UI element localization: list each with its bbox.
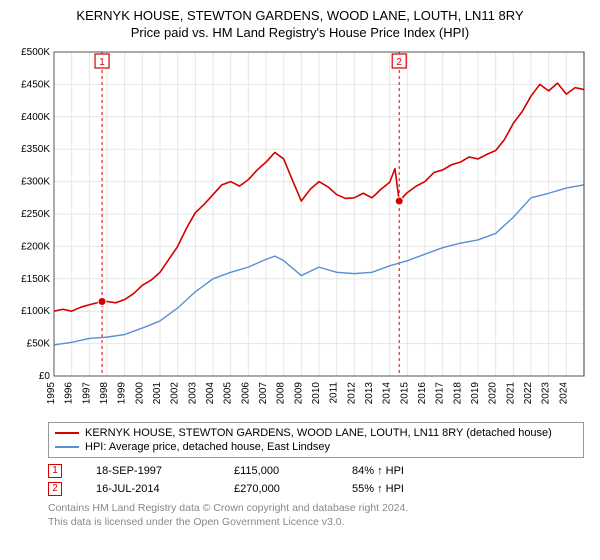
svg-text:2003: 2003 <box>187 381 198 404</box>
svg-text:2010: 2010 <box>311 381 322 404</box>
transaction-marker: 1 <box>48 464 62 478</box>
svg-text:2007: 2007 <box>258 381 269 404</box>
svg-text:2006: 2006 <box>240 381 251 404</box>
svg-text:2012: 2012 <box>346 381 357 404</box>
svg-text:£150K: £150K <box>21 274 50 285</box>
svg-text:£50K: £50K <box>27 338 51 349</box>
transaction-marker: 2 <box>48 482 62 496</box>
svg-text:£500K: £500K <box>21 47 50 58</box>
svg-text:2004: 2004 <box>205 381 216 404</box>
svg-text:2021: 2021 <box>505 381 516 404</box>
svg-text:1995: 1995 <box>46 381 57 404</box>
svg-text:2024: 2024 <box>558 381 569 404</box>
svg-text:2022: 2022 <box>523 381 534 404</box>
svg-text:£0: £0 <box>39 371 51 382</box>
transaction-price: £270,000 <box>234 483 324 495</box>
svg-text:2000: 2000 <box>134 381 145 404</box>
svg-text:£250K: £250K <box>21 209 50 220</box>
svg-text:1996: 1996 <box>64 381 75 404</box>
line-chart-svg: £0 £50K £100K £150K £200K £250K £300K £350K £400… <box>10 46 590 418</box>
transaction-date: 16-JUL-2014 <box>96 483 206 495</box>
svg-text:2023: 2023 <box>541 381 552 404</box>
svg-text:£450K: £450K <box>21 79 50 90</box>
chart-title-line1: KERNYK HOUSE, STEWTON GARDENS, WOOD LANE… <box>10 8 590 25</box>
legend-item: HPI: Average price, detached house, East… <box>55 440 577 454</box>
svg-text:1998: 1998 <box>99 381 110 404</box>
transaction-date: 18-SEP-1997 <box>96 465 206 477</box>
svg-text:2002: 2002 <box>170 381 181 404</box>
transaction-row: 2 16-JUL-2014 £270,000 55% ↑ HPI <box>48 480 590 498</box>
svg-text:1: 1 <box>99 57 105 68</box>
svg-text:2005: 2005 <box>223 381 234 404</box>
svg-text:2017: 2017 <box>435 381 446 404</box>
svg-text:2018: 2018 <box>452 381 463 404</box>
svg-text:£350K: £350K <box>21 144 50 155</box>
legend-swatch <box>55 446 79 448</box>
svg-text:2013: 2013 <box>364 381 375 404</box>
transaction-price: £115,000 <box>234 465 324 477</box>
svg-text:2015: 2015 <box>399 381 410 404</box>
legend: KERNYK HOUSE, STEWTON GARDENS, WOOD LANE… <box>48 422 584 458</box>
legend-label: HPI: Average price, detached house, East… <box>85 441 330 453</box>
svg-text:2016: 2016 <box>417 381 428 404</box>
svg-text:2011: 2011 <box>329 381 340 403</box>
legend-label: KERNYK HOUSE, STEWTON GARDENS, WOOD LANE… <box>85 427 552 439</box>
svg-text:2019: 2019 <box>470 381 481 404</box>
svg-text:2001: 2001 <box>152 381 163 404</box>
legend-item: KERNYK HOUSE, STEWTON GARDENS, WOOD LANE… <box>55 426 577 440</box>
svg-text:£200K: £200K <box>21 241 50 252</box>
svg-text:2: 2 <box>396 57 402 68</box>
svg-text:2009: 2009 <box>293 381 304 404</box>
svg-text:2014: 2014 <box>382 381 393 404</box>
transaction-row: 1 18-SEP-1997 £115,000 84% ↑ HPI <box>48 462 590 480</box>
chart-area: £0 £50K £100K £150K £200K £250K £300K £350K £400… <box>10 46 590 418</box>
transaction-pct: 84% ↑ HPI <box>352 465 452 477</box>
footnote-line1: Contains HM Land Registry data © Crown c… <box>48 502 590 516</box>
footnote: Contains HM Land Registry data © Crown c… <box>48 502 590 529</box>
svg-text:1997: 1997 <box>81 381 92 404</box>
svg-text:£300K: £300K <box>21 176 50 187</box>
svg-text:1999: 1999 <box>117 381 128 404</box>
svg-text:£100K: £100K <box>21 306 50 317</box>
chart-title-line2: Price paid vs. HM Land Registry's House … <box>10 25 590 40</box>
svg-text:2008: 2008 <box>276 381 287 404</box>
svg-text:2020: 2020 <box>488 381 499 404</box>
legend-swatch <box>55 432 79 434</box>
transaction-pct: 55% ↑ HPI <box>352 483 452 495</box>
footnote-line2: This data is licensed under the Open Gov… <box>48 516 590 530</box>
transaction-table: 1 18-SEP-1997 £115,000 84% ↑ HPI 2 16-JUL-201… <box>48 462 590 498</box>
svg-text:£400K: £400K <box>21 112 50 123</box>
